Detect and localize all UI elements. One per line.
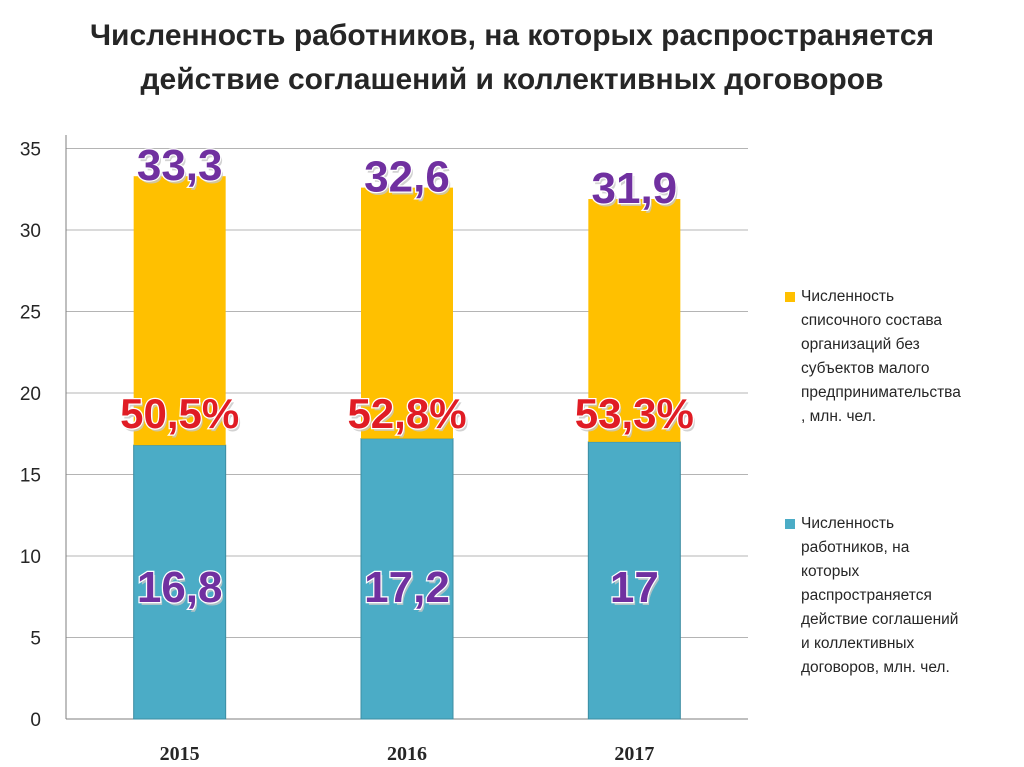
share-percent-label-shadow: 50,5% (122, 393, 241, 440)
bar-other-staff (361, 187, 453, 439)
total-value-label: 32,6 (364, 153, 450, 202)
legend-item-1-line: субъектов малого (801, 360, 930, 377)
legend-item-1-line: предпринимательства (801, 384, 961, 401)
legend-item-1-line: Численность (801, 288, 895, 305)
total-value-label-shadow: 32,6 (366, 156, 452, 205)
legend-item-2-line: действие соглашений (801, 611, 959, 628)
total-value-label: 33,3 (137, 141, 223, 190)
legend-swatch-yellow (785, 292, 795, 302)
bar-other-staff (588, 199, 681, 442)
y-tick-label: 25 (20, 303, 41, 324)
covered-value-label: 17 (610, 563, 659, 612)
bar-covered-workers (133, 444, 227, 720)
share-percent-label: 52,8% (347, 390, 466, 437)
legend-item-1-line: , млн. чел. (801, 408, 877, 425)
y-tick-label: 35 (20, 140, 41, 161)
legend-item-2-line: договоров, млн. чел. (801, 659, 950, 676)
bar-other-staff (133, 176, 226, 446)
legend-swatch-blue (785, 519, 795, 529)
legend-item-2-line: распространяется (801, 587, 932, 604)
covered-value-label-shadow: 17 (612, 566, 661, 615)
y-tick-label: 5 (30, 629, 41, 650)
legend-item-1-line: списочного состава (801, 312, 943, 329)
x-tick-label: 2017 (614, 743, 654, 765)
chart-title: Численность работников, на которых распр… (0, 14, 1024, 102)
legend-item-2-line: Численность (801, 515, 895, 532)
legend-item-total-staff: Численность списочного состава организац… (785, 285, 1000, 429)
covered-value-label-shadow: 16,8 (139, 566, 225, 615)
legend-item-1-line: организаций без (801, 336, 920, 353)
y-tick-label: 10 (20, 547, 41, 568)
legend-item-2-line: которых (801, 563, 860, 580)
bar-covered-workers (360, 438, 454, 720)
total-value-label-shadow: 33,3 (139, 144, 225, 193)
legend-item-2-line: и коллективных (801, 635, 915, 652)
chart-title-line-1: Численность работников, на которых распр… (89, 19, 935, 52)
legend-item-2-line: работников, на (801, 539, 910, 556)
covered-value-label: 17,2 (364, 563, 450, 612)
total-value-label: 31,9 (592, 164, 678, 213)
share-percent-label: 53,3% (575, 390, 694, 437)
y-tick-label: 0 (30, 710, 41, 731)
covered-value-label: 16,8 (137, 563, 223, 612)
x-tick-label: 2015 (160, 743, 200, 765)
total-value-label-shadow: 31,9 (594, 167, 680, 216)
x-tick-label: 2016 (387, 743, 427, 765)
y-tick-label: 20 (20, 384, 41, 405)
bar-covered-workers (587, 441, 681, 720)
share-percent-label-shadow: 52,8% (349, 393, 468, 440)
y-tick-label: 30 (20, 221, 41, 242)
legend-item-covered-workers: Численность работников, на которых распр… (785, 512, 1000, 680)
share-percent-label: 50,5% (120, 390, 239, 437)
chart-title-line-2: действие соглашений и коллективных догов… (140, 63, 884, 96)
share-percent-label-shadow: 53,3% (577, 393, 696, 440)
y-tick-label: 15 (20, 466, 41, 487)
covered-value-label-shadow: 17,2 (366, 566, 452, 615)
